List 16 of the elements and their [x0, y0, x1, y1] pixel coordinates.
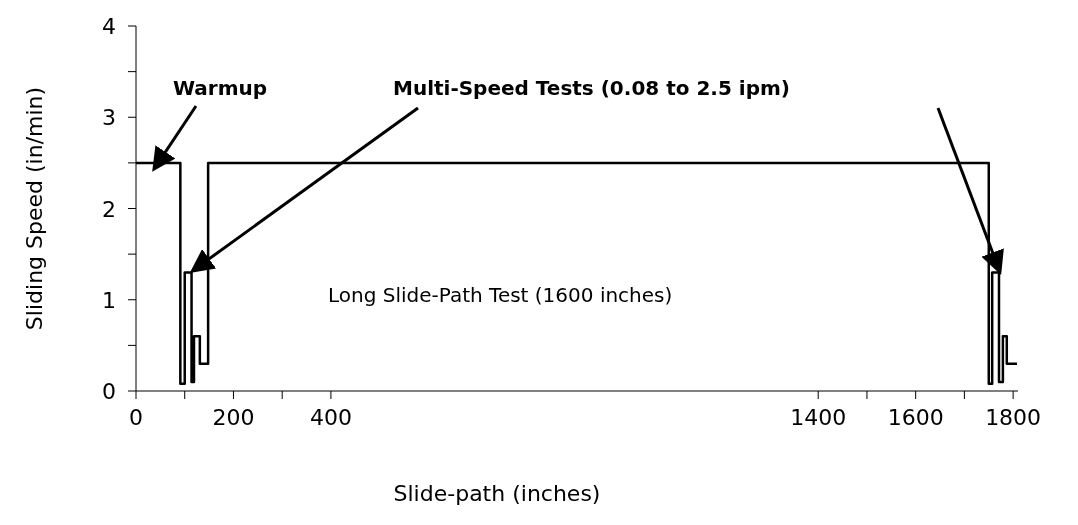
y-tick-label: 4: [102, 14, 116, 39]
y-tick-label: 0: [102, 379, 116, 404]
annotation: Multi-Speed Tests (0.08 to 2.5 ipm): [393, 76, 790, 100]
x-tick-label: 1800: [985, 405, 1042, 430]
y-tick-label: 1: [102, 287, 116, 313]
annotation: Long Slide-Path Test (1600 inches): [328, 283, 673, 307]
x-tick-label: 1400: [790, 405, 847, 430]
y-tick-label: 3: [102, 105, 116, 131]
y-axis-title: Sliding Speed (in/min): [22, 86, 47, 331]
x-tick-label: 200: [212, 405, 255, 430]
x-tick-label: 0: [129, 405, 143, 430]
x-tick-label: 400: [309, 405, 352, 430]
annotation: Warmup: [173, 76, 268, 100]
y-tick-label: 2: [102, 196, 116, 222]
x-axis-title: Slide-path (inches): [393, 481, 601, 506]
x-tick-label: 1600: [887, 405, 944, 430]
